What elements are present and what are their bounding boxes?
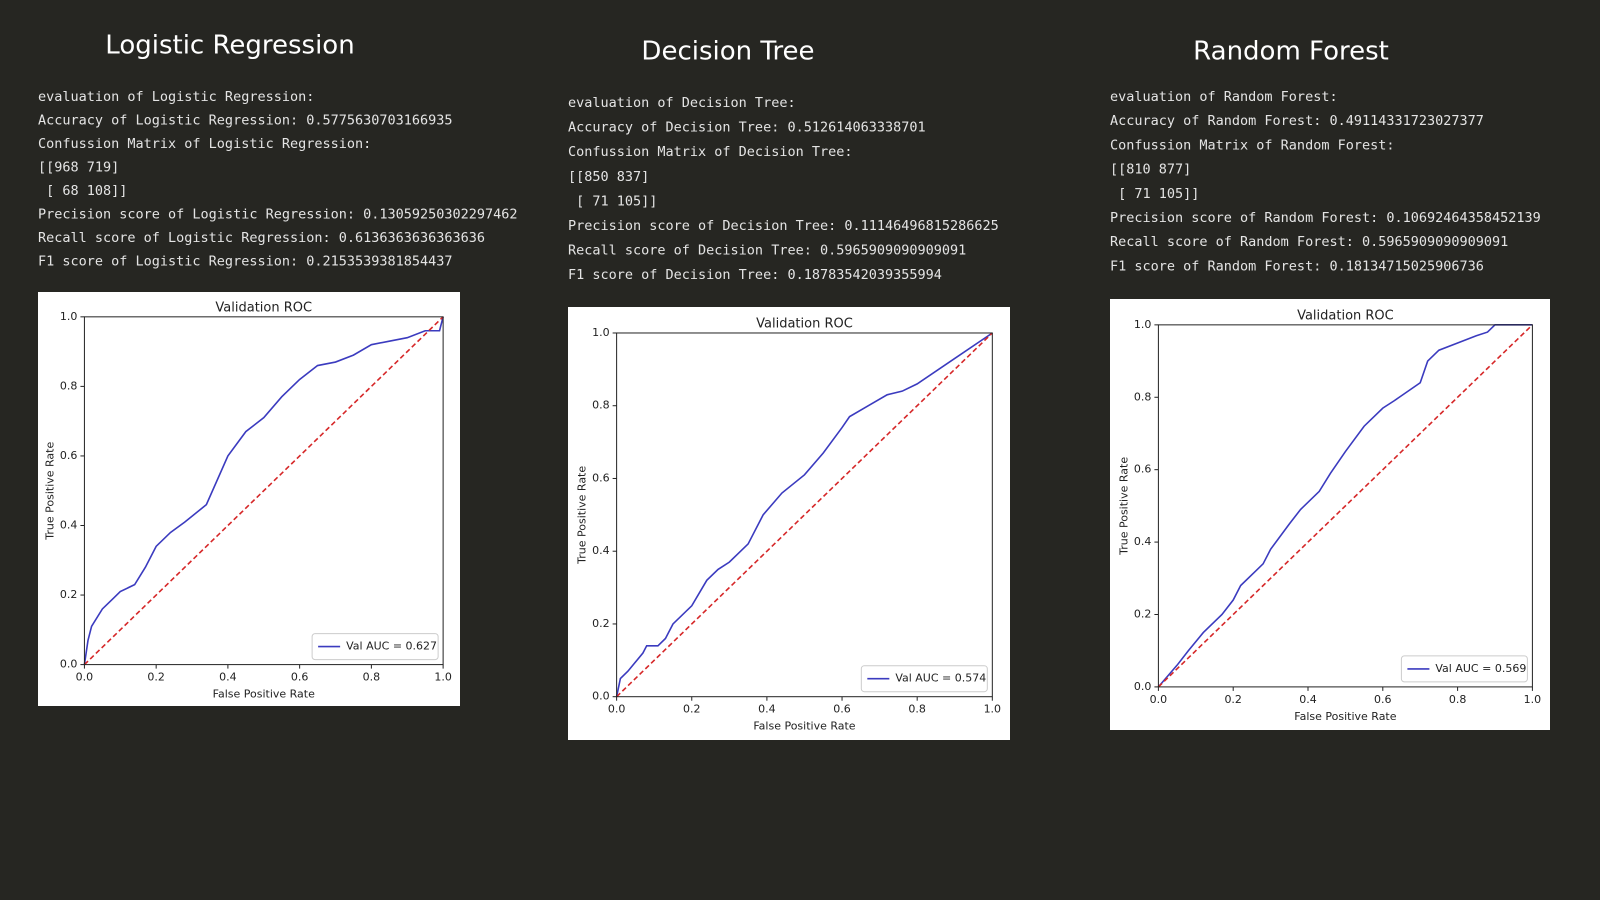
x-tick-label: 0.4 — [1299, 693, 1317, 706]
y-tick-label: 0.0 — [592, 690, 610, 703]
x-tick-label: 0.2 — [1224, 693, 1242, 706]
y-tick-label: 1.0 — [1134, 318, 1152, 331]
roc-curve — [1157, 324, 1533, 688]
evaluation-line: evaluation of Decision Tree: — [568, 95, 796, 111]
chart-title: Validation ROC — [1297, 308, 1394, 323]
x-tick-label: 0.0 — [608, 703, 626, 716]
evaluation-line: Accuracy of Logistic Regression: 0.57756… — [38, 113, 453, 129]
plot-frame — [616, 332, 993, 698]
evaluation-line: [ 71 105]] — [568, 193, 657, 209]
evaluation-line: Recall score of Decision Tree: 0.5965909… — [568, 243, 966, 259]
x-tick-label: 0.6 — [291, 671, 309, 684]
evaluation-line: Accuracy of Decision Tree: 0.51261406333… — [568, 120, 926, 136]
legend-box — [311, 633, 439, 661]
y-tick-label: 0.6 — [60, 449, 78, 462]
evaluation-line: Recall score of Logistic Regression: 0.6… — [38, 230, 485, 246]
panel-title: Decision Tree — [641, 37, 814, 67]
y-axis-label: True Positive Rate — [576, 466, 589, 565]
x-tick-label: 0.8 — [363, 671, 381, 684]
y-tick-label: 0.8 — [60, 379, 78, 392]
roc-curve — [615, 332, 993, 697]
legend-label: Val AUC = 0.569 — [1435, 662, 1526, 675]
x-tick-label: 0.0 — [1150, 693, 1168, 706]
evaluation-line: F1 score of Random Forest: 0.18134715025… — [1110, 258, 1484, 274]
x-axis-label: False Positive Rate — [213, 688, 315, 701]
evaluation-line: [[968 719] — [38, 160, 119, 176]
x-tick-label: 0.4 — [219, 671, 237, 684]
x-tick-label: 0.0 — [76, 671, 94, 684]
x-tick-label: 0.6 — [833, 703, 851, 716]
x-axis-label: False Positive Rate — [753, 720, 855, 733]
chance-line — [616, 332, 993, 698]
legend-box — [1400, 655, 1528, 683]
y-tick-label: 0.8 — [1134, 390, 1152, 403]
y-tick-label: 0.2 — [1134, 607, 1152, 620]
chart-title: Validation ROC — [756, 316, 853, 331]
y-tick-label: 0.4 — [1134, 535, 1152, 548]
evaluation-line: Accuracy of Random Forest: 0.49114331723… — [1110, 113, 1484, 129]
y-tick-label: 0.0 — [60, 658, 78, 671]
legend-label: Val AUC = 0.627 — [346, 640, 437, 653]
plot-frame — [83, 316, 444, 666]
panel-title: Logistic Regression — [105, 31, 354, 61]
y-tick-label: 0.4 — [60, 518, 78, 531]
evaluation-line: Confussion Matrix of Logistic Regression… — [38, 136, 371, 152]
x-tick-label: 1.0 — [984, 703, 1002, 716]
model-panel: Random Forest evaluation of Random Forest… — [1110, 37, 1550, 730]
x-tick-label: 0.2 — [147, 671, 165, 684]
evaluation-line: evaluation of Random Forest: — [1110, 89, 1338, 105]
model-panel: Logistic Regression evaluation of Logisti… — [38, 31, 518, 706]
x-tick-label: 1.0 — [1524, 693, 1542, 706]
y-tick-label: 0.4 — [592, 544, 610, 557]
evaluation-line: Precision score of Random Forest: 0.1069… — [1110, 210, 1541, 226]
x-tick-label: 1.0 — [434, 671, 452, 684]
y-tick-label: 0.2 — [592, 617, 610, 630]
y-tick-label: 1.0 — [592, 326, 610, 339]
panel-title: Random Forest — [1193, 37, 1389, 67]
y-tick-label: 0.2 — [60, 588, 78, 601]
y-tick-label: 0.6 — [592, 471, 610, 484]
x-tick-label: 0.2 — [683, 703, 701, 716]
x-axis-label: False Positive Rate — [1294, 710, 1396, 723]
evaluation-line: Precision score of Logistic Regression: … — [38, 207, 518, 223]
evaluation-line: Confussion Matrix of Random Forest: — [1110, 137, 1394, 153]
evaluation-line: Recall score of Random Forest: 0.5965909… — [1110, 234, 1508, 250]
chance-line — [1157, 324, 1533, 688]
y-tick-label: 1.0 — [60, 310, 78, 323]
legend-box — [860, 665, 988, 693]
evaluation-line: [[810 877] — [1110, 162, 1191, 178]
x-tick-label: 0.8 — [1449, 693, 1467, 706]
chance-line — [83, 316, 444, 666]
legend-label: Val AUC = 0.574 — [895, 672, 986, 685]
y-tick-label: 0.0 — [1134, 680, 1152, 693]
x-tick-label: 0.6 — [1374, 693, 1392, 706]
roc-curve — [83, 316, 444, 665]
evaluation-line: F1 score of Logistic Regression: 0.21535… — [38, 254, 453, 270]
y-tick-label: 0.6 — [1134, 463, 1152, 476]
chart-title: Validation ROC — [215, 300, 312, 315]
y-axis-label: True Positive Rate — [1117, 457, 1130, 556]
x-tick-label: 0.4 — [758, 703, 776, 716]
y-axis-label: True Positive Rate — [43, 442, 56, 541]
evaluation-line: F1 score of Decision Tree: 0.18783542039… — [568, 267, 942, 283]
evaluation-line: Precision score of Decision Tree: 0.1114… — [568, 218, 999, 234]
evaluation-line: evaluation of Logistic Regression: — [38, 89, 314, 105]
evaluation-line: Confussion Matrix of Decision Tree: — [568, 144, 852, 160]
evaluation-line: [ 71 105]] — [1110, 186, 1199, 202]
model-panel: Decision Tree evaluation of Decision Tree… — [568, 37, 1010, 740]
x-tick-label: 0.8 — [908, 703, 926, 716]
evaluation-line: [[850 837] — [568, 169, 649, 185]
y-tick-label: 0.8 — [592, 399, 610, 412]
plot-frame — [1157, 324, 1533, 688]
evaluation-line: [ 68 108]] — [38, 183, 127, 199]
